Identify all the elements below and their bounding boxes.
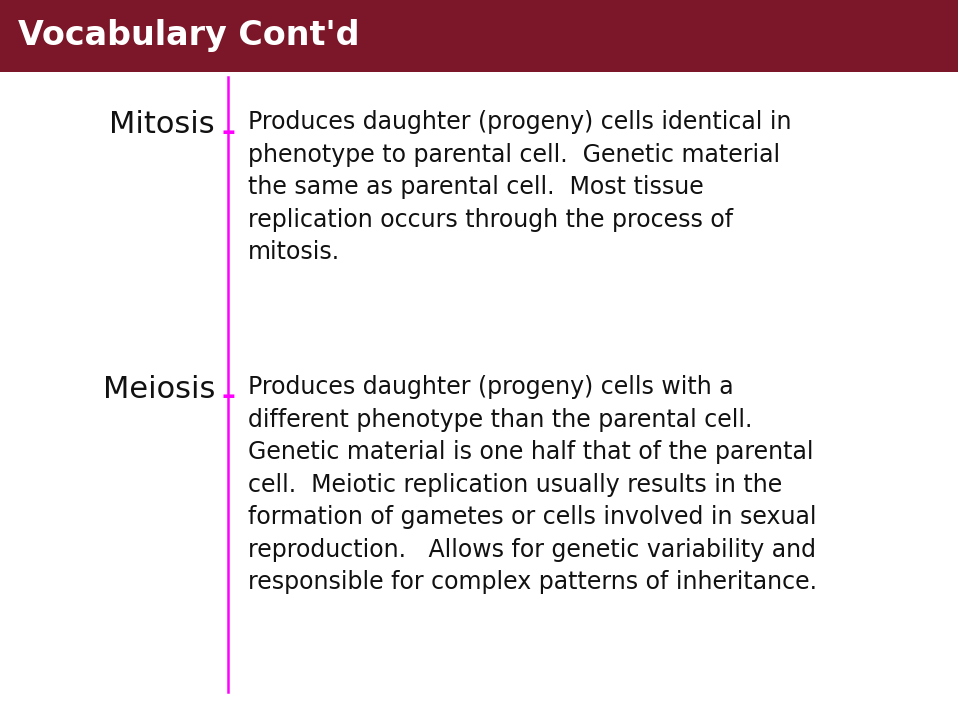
Text: Produces daughter (progeny) cells with a
different phenotype than the parental c: Produces daughter (progeny) cells with a… bbox=[248, 375, 817, 595]
Text: Vocabulary Cont'd: Vocabulary Cont'd bbox=[18, 19, 359, 53]
Text: –: – bbox=[221, 118, 235, 146]
Text: Produces daughter (progeny) cells identical in
phenotype to parental cell.  Gene: Produces daughter (progeny) cells identi… bbox=[248, 110, 791, 264]
Text: Mitosis: Mitosis bbox=[109, 110, 215, 139]
Text: –: – bbox=[221, 382, 235, 410]
Bar bbox=[0, 0, 958, 72]
Text: Meiosis: Meiosis bbox=[103, 375, 215, 404]
